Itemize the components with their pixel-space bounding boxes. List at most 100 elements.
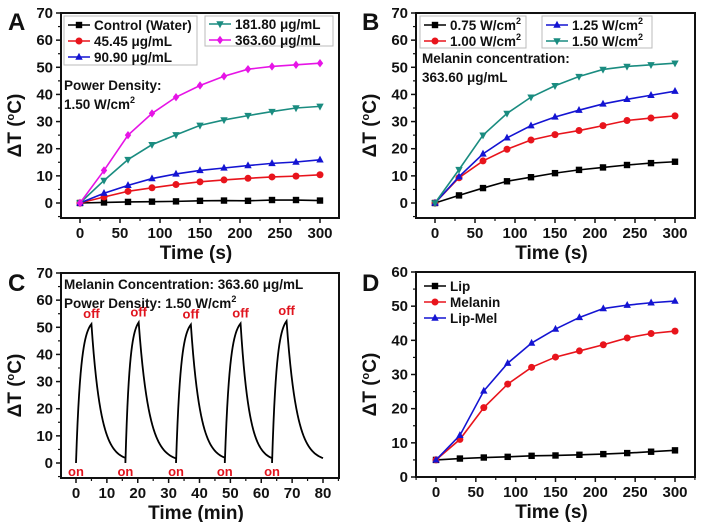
panel-letter: D bbox=[362, 270, 379, 297]
annotation-text: 1.50 W/cm2 bbox=[64, 95, 135, 112]
series-line bbox=[434, 90, 676, 204]
data-point bbox=[503, 145, 511, 153]
x-tick-label: 250 bbox=[622, 225, 647, 242]
data-point bbox=[552, 452, 559, 459]
x-tick-label: 200 bbox=[227, 225, 252, 242]
y-axis-title-unit: C) bbox=[360, 94, 381, 114]
data-point bbox=[504, 380, 512, 388]
y-axis-title-unit: C) bbox=[360, 353, 381, 373]
y-tick-label: 10 bbox=[391, 435, 408, 452]
data-point bbox=[647, 159, 655, 167]
data-point bbox=[480, 386, 488, 394]
data-point bbox=[551, 112, 559, 120]
data-point bbox=[479, 184, 487, 192]
x-tick-label: 250 bbox=[267, 225, 292, 242]
legend-label-part: 1.50 W/cm bbox=[572, 34, 638, 49]
data-point bbox=[172, 198, 180, 205]
off-label: off bbox=[83, 306, 100, 321]
data-point bbox=[292, 196, 300, 204]
legend-item: 1.00 W/cm2 bbox=[424, 32, 521, 49]
annotation-text: Power Density: 1.50 W/cm2 bbox=[64, 294, 236, 311]
y-axis-title-degree: o bbox=[5, 113, 17, 120]
y-tick-label: 30 bbox=[36, 114, 53, 131]
panel-letter: B bbox=[362, 9, 379, 36]
legend-label: 1.50 W/cm2 bbox=[572, 32, 643, 49]
data-point bbox=[480, 454, 487, 461]
data-point bbox=[100, 189, 108, 196]
legend-label-part: 90.90 μg/mL bbox=[94, 50, 172, 65]
on-label: on bbox=[264, 464, 280, 479]
legend-item: 363.60 μg/mL bbox=[209, 33, 321, 48]
x-tick-label: 50 bbox=[467, 484, 484, 501]
data-point bbox=[292, 60, 300, 70]
series-0 bbox=[76, 196, 324, 207]
annotation-text-part: Melanin concentration: bbox=[422, 51, 570, 66]
legend-label: 1.25 W/cm2 bbox=[572, 16, 643, 33]
data-point bbox=[671, 86, 679, 94]
data-point bbox=[552, 353, 559, 361]
legend-label: Lip-Mel bbox=[450, 311, 497, 326]
data-point bbox=[456, 431, 464, 439]
legend-label-part: 181.80 μg/mL bbox=[235, 17, 321, 32]
y-tick-label: 10 bbox=[36, 428, 53, 445]
data-point bbox=[671, 447, 679, 454]
data-point bbox=[575, 347, 583, 355]
x-tick-label: 300 bbox=[307, 225, 332, 242]
legend-swatch-marker bbox=[553, 20, 561, 28]
data-point bbox=[479, 157, 487, 165]
on-label: on bbox=[68, 464, 84, 479]
annotation-text-superscript: 2 bbox=[130, 95, 135, 105]
data-point bbox=[124, 198, 132, 206]
data-point bbox=[455, 192, 463, 199]
series-4 bbox=[76, 59, 324, 208]
annotation-text: Melanin concentration: bbox=[422, 51, 570, 66]
y-tick-label: 20 bbox=[391, 401, 408, 418]
data-point bbox=[316, 103, 324, 111]
y-axis-title-unit: C) bbox=[5, 94, 26, 114]
y-tick-label: 20 bbox=[391, 141, 408, 158]
data-point bbox=[528, 452, 535, 460]
legend-box bbox=[204, 15, 334, 47]
data-point bbox=[599, 122, 607, 130]
data-point bbox=[196, 81, 204, 90]
data-point bbox=[292, 105, 300, 113]
data-point bbox=[575, 127, 583, 135]
legend-box bbox=[419, 15, 527, 49]
x-tick-label: 50 bbox=[112, 225, 129, 242]
data-point bbox=[196, 178, 204, 186]
data-point bbox=[432, 455, 440, 463]
x-axis-title: Time (s) bbox=[515, 243, 588, 264]
data-point bbox=[172, 181, 180, 189]
legend-item: 1.25 W/cm2 bbox=[546, 16, 643, 33]
legend-label: 181.80 μg/mL bbox=[235, 17, 321, 32]
data-point bbox=[575, 73, 583, 81]
annotation-text-part: 1.50 W/cm bbox=[64, 97, 130, 112]
legend-item: 90.90 μg/mL bbox=[68, 50, 172, 65]
data-point bbox=[244, 197, 252, 205]
data-point bbox=[647, 114, 655, 122]
y-tick-label: 60 bbox=[391, 32, 408, 49]
legend-item: Lip bbox=[424, 279, 470, 294]
y-tick-label: 10 bbox=[391, 168, 408, 185]
data-point bbox=[172, 132, 180, 140]
data-point bbox=[527, 94, 535, 102]
x-tick-label: 80 bbox=[315, 485, 332, 502]
data-point bbox=[503, 110, 511, 118]
data-point bbox=[220, 117, 228, 125]
data-point bbox=[623, 95, 631, 103]
data-point bbox=[551, 131, 559, 139]
y-axis-title: ΔT (oC) bbox=[360, 94, 381, 158]
off-label: off bbox=[232, 305, 249, 320]
data-point bbox=[623, 334, 631, 342]
legend-item: 45.45 μg/mL bbox=[68, 34, 172, 49]
y-tick-label: 70 bbox=[391, 5, 408, 22]
data-point bbox=[124, 156, 132, 164]
annotation-text: Melanin Concentration: 363.60 μg/mL bbox=[64, 277, 303, 292]
x-tick-label: 50 bbox=[222, 485, 239, 502]
data-point bbox=[551, 169, 559, 177]
x-tick-label: 40 bbox=[191, 485, 208, 502]
data-point bbox=[575, 105, 583, 113]
data-point bbox=[599, 99, 607, 107]
series-0 bbox=[432, 447, 679, 464]
